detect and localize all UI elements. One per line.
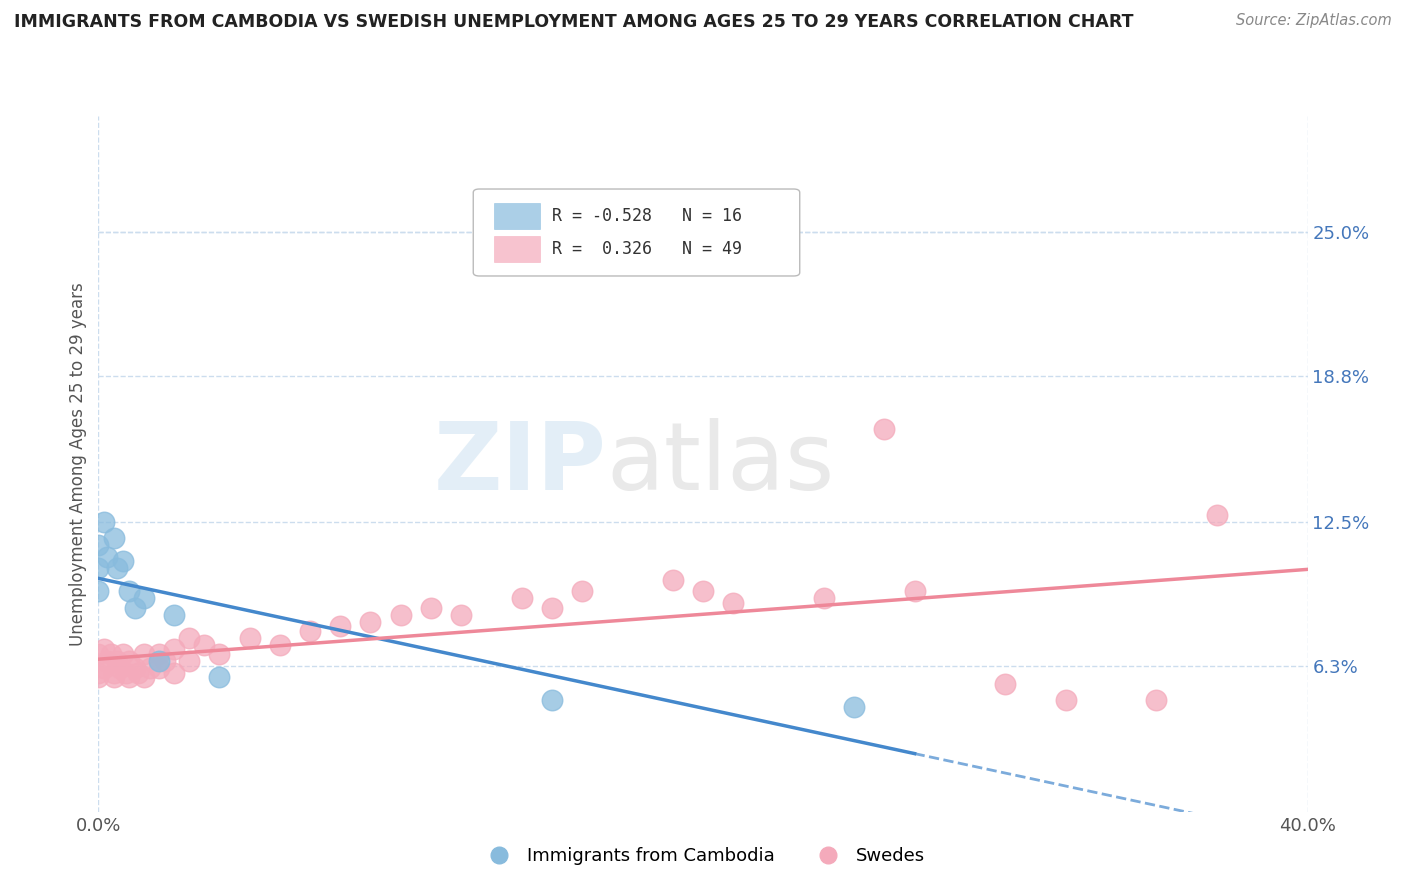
Point bbox=[153, 654, 176, 668]
Point bbox=[132, 647, 155, 661]
Point bbox=[148, 654, 170, 668]
Point bbox=[208, 647, 231, 661]
Text: atlas: atlas bbox=[606, 417, 835, 510]
Point bbox=[118, 654, 141, 668]
Point bbox=[723, 596, 745, 610]
Point bbox=[87, 584, 110, 599]
Point bbox=[118, 670, 141, 684]
Point bbox=[103, 531, 125, 545]
Point bbox=[148, 647, 170, 661]
Point bbox=[124, 600, 146, 615]
Point bbox=[299, 624, 322, 638]
Point bbox=[87, 561, 110, 575]
Point bbox=[93, 661, 115, 675]
Point bbox=[96, 654, 118, 668]
Point bbox=[540, 600, 562, 615]
Point bbox=[420, 600, 443, 615]
Point bbox=[179, 631, 201, 645]
Point bbox=[662, 573, 685, 587]
Bar bbox=[494, 203, 540, 229]
Y-axis label: Unemployment Among Ages 25 to 29 years: Unemployment Among Ages 25 to 29 years bbox=[69, 282, 87, 646]
Point bbox=[163, 642, 186, 657]
Point bbox=[103, 670, 125, 684]
Point bbox=[239, 631, 262, 645]
Point bbox=[193, 638, 215, 652]
Legend: Immigrants from Cambodia, Swedes: Immigrants from Cambodia, Swedes bbox=[474, 840, 932, 872]
Point bbox=[163, 607, 186, 622]
Point bbox=[96, 549, 118, 564]
Point bbox=[132, 670, 155, 684]
Bar bbox=[494, 235, 540, 262]
Point bbox=[329, 619, 352, 633]
Point bbox=[1144, 693, 1167, 707]
Point bbox=[994, 677, 1017, 691]
Point bbox=[114, 665, 136, 680]
Point bbox=[93, 642, 115, 657]
Point bbox=[111, 647, 134, 661]
Point bbox=[127, 665, 149, 680]
Point bbox=[100, 647, 122, 661]
Point bbox=[571, 584, 593, 599]
Point bbox=[873, 422, 896, 436]
Point bbox=[813, 591, 835, 606]
Text: R =  0.326   N = 49: R = 0.326 N = 49 bbox=[553, 240, 742, 258]
Point bbox=[1054, 693, 1077, 707]
Point bbox=[148, 661, 170, 675]
Point bbox=[105, 561, 128, 575]
Point bbox=[132, 591, 155, 606]
Point bbox=[844, 700, 866, 714]
Text: Source: ZipAtlas.com: Source: ZipAtlas.com bbox=[1236, 13, 1392, 29]
Point bbox=[87, 647, 110, 661]
Point bbox=[510, 591, 533, 606]
Point bbox=[124, 661, 146, 675]
Point bbox=[163, 665, 186, 680]
Point bbox=[139, 661, 162, 675]
Point bbox=[450, 607, 472, 622]
Point bbox=[179, 654, 201, 668]
Point bbox=[692, 584, 714, 599]
Point bbox=[108, 661, 131, 675]
Point bbox=[93, 515, 115, 529]
FancyBboxPatch shape bbox=[474, 189, 800, 276]
Point bbox=[103, 665, 125, 680]
Point bbox=[540, 693, 562, 707]
Text: ZIP: ZIP bbox=[433, 417, 606, 510]
Text: IMMIGRANTS FROM CAMBODIA VS SWEDISH UNEMPLOYMENT AMONG AGES 25 TO 29 YEARS CORRE: IMMIGRANTS FROM CAMBODIA VS SWEDISH UNEM… bbox=[14, 13, 1133, 31]
Point bbox=[360, 615, 382, 629]
Point bbox=[904, 584, 927, 599]
Point bbox=[87, 670, 110, 684]
Point bbox=[389, 607, 412, 622]
Point bbox=[87, 538, 110, 552]
Point bbox=[87, 665, 110, 680]
Text: R = -0.528   N = 16: R = -0.528 N = 16 bbox=[553, 207, 742, 225]
Point bbox=[111, 554, 134, 568]
Point bbox=[269, 638, 291, 652]
Point bbox=[105, 654, 128, 668]
Point bbox=[118, 584, 141, 599]
Point bbox=[208, 670, 231, 684]
Point bbox=[1206, 508, 1229, 522]
